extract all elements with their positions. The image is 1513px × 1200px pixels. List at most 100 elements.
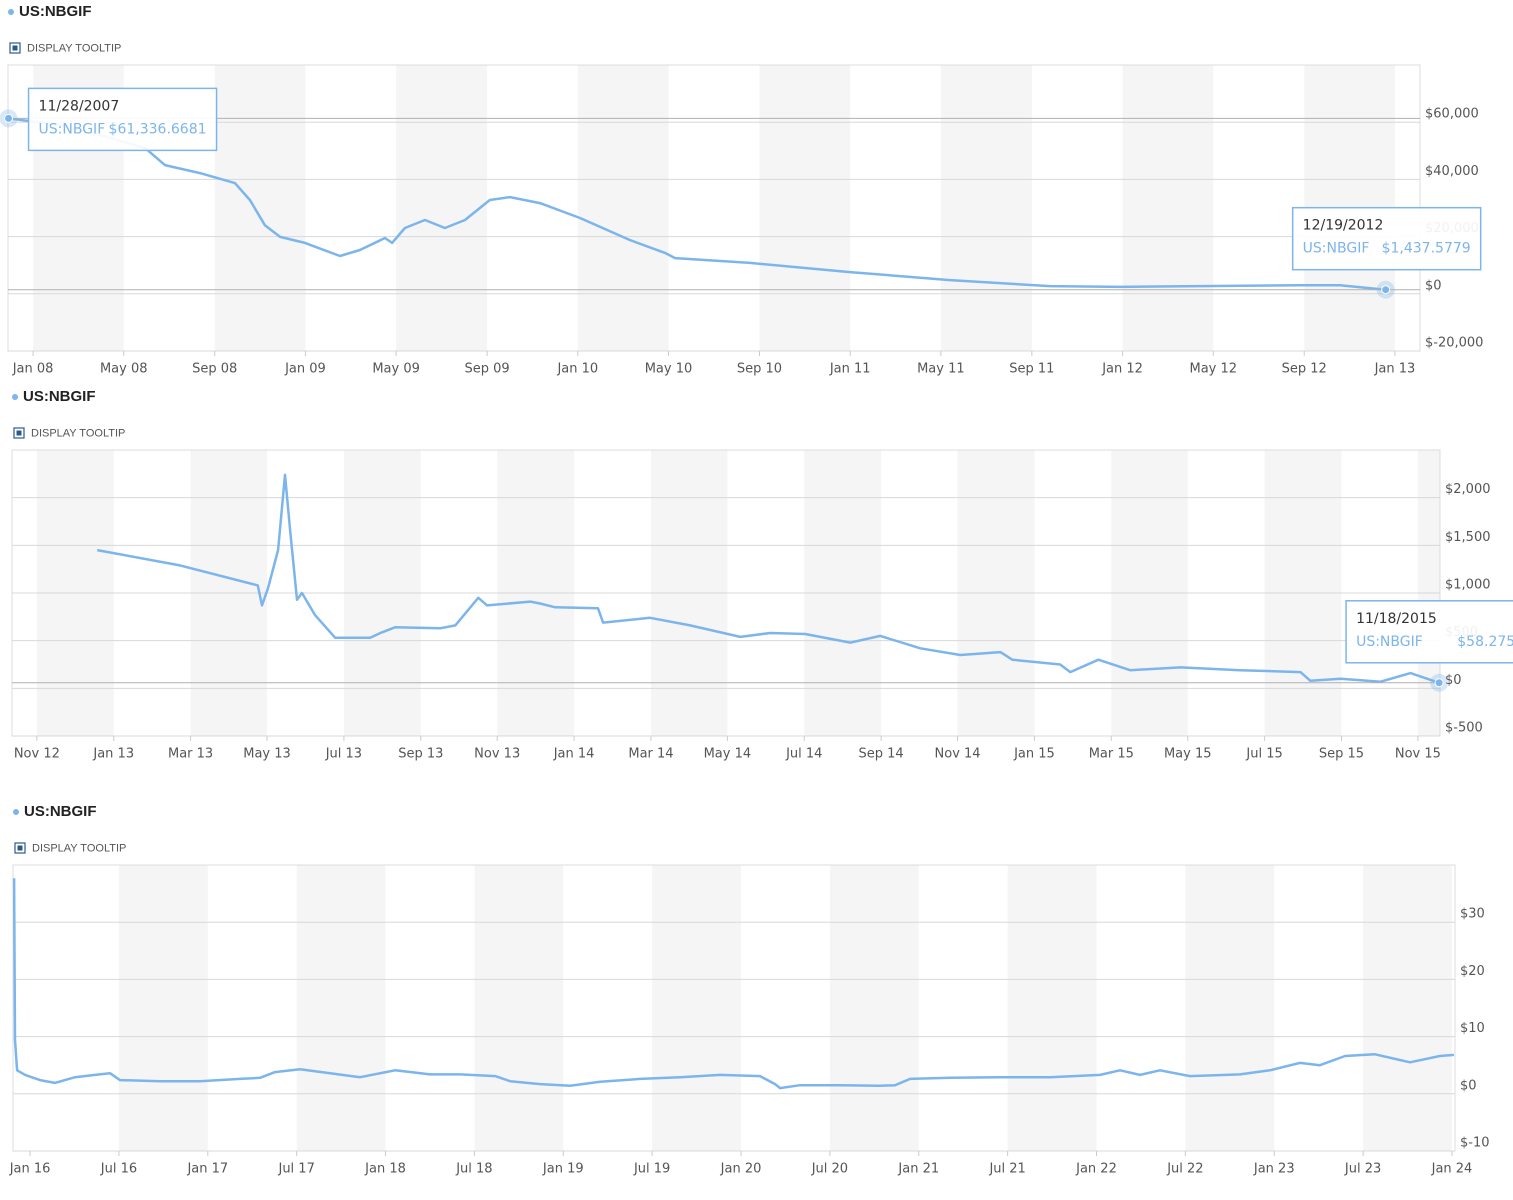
price-line (12, 878, 1454, 1090)
x-tick-label: May 11 (917, 362, 965, 377)
legend-dot (12, 394, 18, 400)
plot-band (940, 65, 1032, 351)
tooltip-date: 11/18/2015 (1356, 611, 1437, 627)
plot-band (759, 65, 851, 351)
toggle-check (12, 45, 18, 51)
tooltip: 11/28/2007 US:NBGIF $61,336.6681 (27, 87, 218, 152)
plot-band (1185, 865, 1275, 1151)
x-tick-label: Jan 16 (9, 1162, 51, 1177)
x-tick-label: Jan 20 (720, 1162, 762, 1177)
tooltip-series: US:NBGIF (39, 121, 106, 137)
x-tick-label: Jul 22 (1166, 1162, 1203, 1177)
tooltip-value: $58.2750 (1457, 634, 1513, 650)
x-tick-label: Jan 11 (829, 362, 871, 377)
tooltip-toggle[interactable]: DISPLAY TOOLTIP (13, 427, 125, 439)
tooltip-value: $1,437.5779 (1382, 241, 1471, 257)
x-tick-label: Jan 08 (12, 362, 54, 377)
x-tick-label: Jan 09 (284, 362, 326, 377)
x-tick-label: Jan 18 (364, 1162, 406, 1177)
price-line (96, 473, 1440, 684)
tooltip-series: US:NBGIF (1356, 634, 1423, 650)
y-tick-label: $0 (1445, 673, 1462, 688)
plot-band (214, 65, 306, 351)
y-tick-label: $1,500 (1445, 530, 1491, 545)
x-tick-label: May 14 (704, 747, 752, 762)
y-tick-label: $1,000 (1445, 578, 1491, 593)
x-tick-label: Nov 12 (14, 747, 60, 762)
tooltip-box (1291, 206, 1482, 271)
plot-band (296, 865, 386, 1151)
tooltip-box (1345, 600, 1513, 664)
x-tick-label: Jan 13 (1374, 362, 1416, 377)
x-tick-label: May 09 (372, 362, 420, 377)
toggle-check (17, 845, 23, 851)
x-tick-label: May 10 (645, 362, 693, 377)
x-tick-label: Jul 14 (785, 747, 822, 762)
x-tick-label: Sep 12 (1282, 362, 1327, 377)
price-line (8, 117, 1386, 291)
y-tick-label: $40,000 (1425, 164, 1479, 179)
y-tick-label: $2,000 (1445, 482, 1491, 497)
plot-band (829, 865, 919, 1151)
x-tick-label: May 15 (1164, 747, 1212, 762)
tooltip: 11/18/2015 US:NBGIF $58.2750 (1345, 600, 1513, 664)
x-tick-label: Jan 21 (897, 1162, 939, 1177)
x-tick-label: Jan 22 (1075, 1162, 1117, 1177)
x-tick-label: Jul 15 (1245, 747, 1282, 762)
x-tick-label: Mar 15 (1089, 747, 1134, 762)
x-tick-label: Jul 23 (1344, 1162, 1381, 1177)
x-tick-label: Sep 11 (1009, 362, 1054, 377)
x-tick-label: Nov 13 (474, 747, 520, 762)
plot-band (1007, 865, 1097, 1151)
toggle-label: DISPLAY TOOLTIP (32, 842, 126, 854)
hover-point (1434, 678, 1444, 688)
x-tick-label: Sep 10 (737, 362, 782, 377)
x-tick-label: Nov 14 (935, 747, 981, 762)
toggle-label: DISPLAY TOOLTIP (31, 427, 125, 439)
x-tick-label: Jan 12 (1101, 362, 1143, 377)
x-tick-label: Jan 14 (553, 747, 595, 762)
x-tick-label: Mar 14 (628, 747, 673, 762)
tooltip-date: 11/28/2007 (39, 98, 120, 114)
tooltip-toggle[interactable]: DISPLAY TOOLTIP (14, 842, 126, 854)
x-tick-label: May 13 (243, 747, 291, 762)
x-tick-label: Jan 24 (1431, 1162, 1473, 1177)
legend-dot (13, 809, 19, 815)
x-tick-label: Jul 18 (455, 1162, 492, 1177)
y-tick-label: $30 (1460, 907, 1485, 922)
y-tick-label: $60,000 (1425, 107, 1479, 122)
x-tick-label: Jan 17 (186, 1162, 228, 1177)
y-tick-label: $-20,000 (1425, 336, 1483, 351)
plot-band (1363, 865, 1452, 1151)
x-tick-label: Sep 15 (1319, 747, 1364, 762)
tooltip-date: 12/19/2012 (1303, 218, 1384, 234)
x-tick-label: Jan 19 (542, 1162, 584, 1177)
series-name: US:NBGIF (19, 3, 92, 20)
x-tick-label: Jan 23 (1253, 1162, 1295, 1177)
x-tick-label: Sep 13 (398, 747, 443, 762)
tooltip-toggle[interactable]: DISPLAY TOOLTIP (9, 42, 121, 54)
y-tick-label: $10 (1460, 1021, 1485, 1036)
x-tick-label: Jan 13 (92, 747, 134, 762)
plot-band (396, 65, 488, 351)
y-tick-label: $0 (1460, 1078, 1477, 1093)
x-tick-label: Sep 08 (192, 362, 237, 377)
tooltip: 12/19/2012 US:NBGIF $1,437.5779 (1291, 206, 1482, 271)
plot-band (652, 865, 742, 1151)
x-tick-label: Jan 15 (1013, 747, 1055, 762)
x-tick-label: Mar 13 (168, 747, 213, 762)
toggle-check (16, 430, 22, 436)
series-name: US:NBGIF (24, 803, 97, 820)
tooltip-series: US:NBGIF (1303, 241, 1370, 257)
plot-band (577, 65, 669, 351)
toggle-label: DISPLAY TOOLTIP (27, 42, 121, 54)
x-tick-label: Nov 15 (1395, 747, 1441, 762)
legend-dot (8, 9, 14, 15)
x-tick-label: Jul 17 (277, 1162, 314, 1177)
x-tick-label: May 08 (100, 362, 148, 377)
plot-band (1122, 65, 1214, 351)
x-tick-label: Jan 10 (556, 362, 598, 377)
hover-point (4, 113, 14, 123)
